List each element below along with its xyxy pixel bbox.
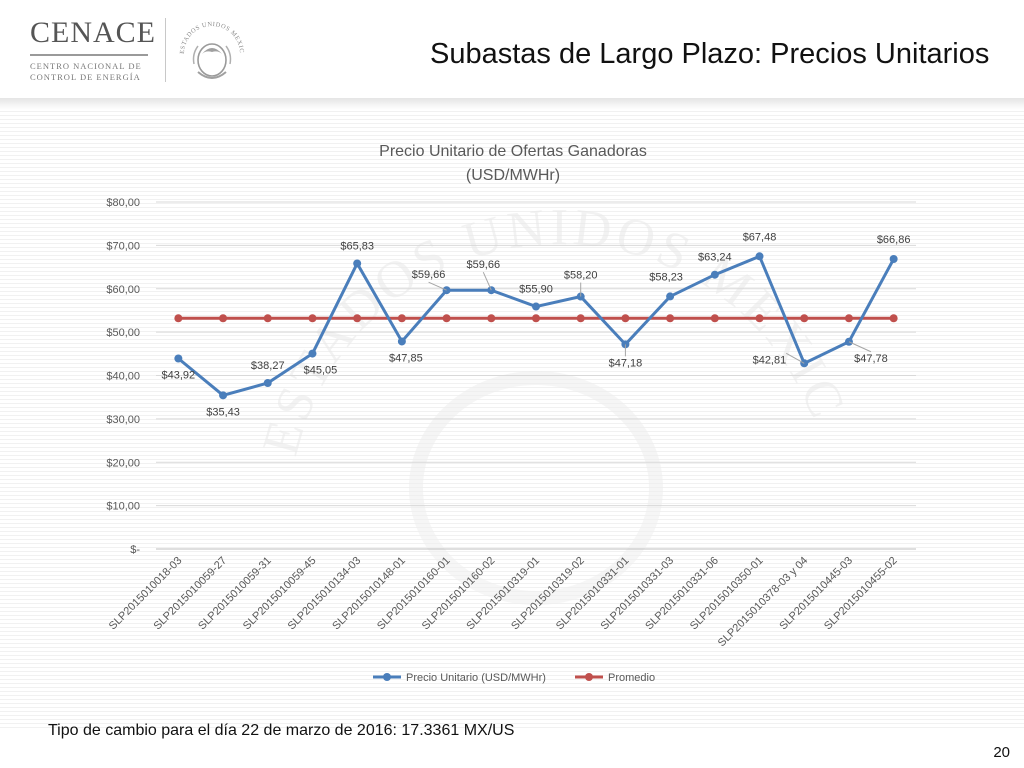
- legend-label-precio: Precio Unitario (USD/MWHr): [406, 672, 546, 684]
- lined-background: [0, 108, 1024, 728]
- data-label: $63,24: [698, 252, 732, 264]
- logo-rule: [30, 54, 148, 56]
- mexico-seal-icon: ESTADOS UNIDOS MEXICANOS: [172, 14, 245, 79]
- chart-subtitle: (USD/MWHr): [466, 167, 560, 184]
- promedio-point: [800, 314, 809, 323]
- promedio-point: [755, 314, 764, 323]
- x-tick-label: SLP2015010018-03: [107, 555, 185, 633]
- data-label: $47,18: [609, 357, 643, 369]
- data-label: $59,66: [412, 269, 446, 281]
- leader-line: [482, 272, 492, 291]
- data-label: $45,05: [304, 365, 338, 377]
- precio-point: [353, 259, 362, 268]
- data-label: $55,90: [519, 284, 553, 296]
- page-number: 20: [993, 744, 1010, 761]
- precio-point: [263, 379, 272, 388]
- header-shadow: [0, 98, 1024, 110]
- leader-line: [785, 352, 805, 364]
- promedio-point: [263, 314, 272, 323]
- cenace-logo: CENACE CENTRO NACIONAL DE CONTROL DE ENE…: [30, 18, 160, 83]
- y-tick-label: $50,00: [106, 327, 140, 339]
- data-label: $58,23: [649, 271, 683, 283]
- data-label: $47,78: [854, 353, 888, 365]
- promedio-point: [844, 314, 853, 323]
- data-label: $43,92: [162, 369, 196, 381]
- y-tick-label: $80,00: [106, 197, 140, 209]
- promedio-point: [353, 314, 362, 323]
- promedio-point: [487, 314, 496, 323]
- logo-divider: [165, 18, 166, 82]
- data-label: $65,83: [340, 240, 374, 252]
- y-tick-label: $-: [130, 544, 140, 556]
- leader-line: [848, 341, 872, 353]
- promedio-point: [442, 314, 451, 323]
- data-label: $47,85: [389, 352, 423, 364]
- promedio-point: [710, 314, 719, 323]
- data-label: $59,66: [466, 259, 500, 271]
- precio-point: [755, 252, 764, 261]
- promedio-point: [174, 314, 183, 323]
- data-label: $66,86: [877, 234, 911, 246]
- promedio-point: [308, 314, 317, 323]
- y-tick-label: $30,00: [106, 414, 140, 426]
- line-chart: ESTADOS UNIDOS MEXICANOS Precio Unitario…: [96, 128, 916, 684]
- y-tick-label: $10,00: [106, 501, 140, 513]
- page-title: Subastas de Largo Plazo: Precios Unitari…: [430, 38, 990, 70]
- precio-point: [308, 349, 317, 358]
- promedio-point: [666, 314, 675, 323]
- exchange-rate-note: Tipo de cambio para el día 22 de marzo d…: [48, 722, 515, 739]
- y-tick-label: $70,00: [106, 240, 140, 252]
- legend-marker-precio: [383, 673, 391, 681]
- y-tick-label: $40,00: [106, 371, 140, 383]
- logo-line1: CENTRO NACIONAL DE: [30, 61, 142, 71]
- promedio-point: [576, 314, 585, 323]
- data-label: $42,81: [753, 354, 787, 366]
- chart-title: Precio Unitario de Ofertas Ganadoras: [379, 143, 647, 160]
- legend-marker-promedio: [585, 673, 593, 681]
- precio-point: [889, 254, 898, 263]
- logo-name: CENACE: [30, 16, 156, 49]
- promedio-point: [889, 314, 898, 323]
- promedio-point: [219, 314, 228, 323]
- x-tick-label: SLP2015010378-03 y 04: [716, 555, 811, 650]
- data-label: $58,20: [564, 270, 598, 282]
- logo-line2: CONTROL DE ENERGÍA: [30, 72, 141, 82]
- promedio-point: [397, 314, 406, 323]
- precio-point: [666, 292, 675, 301]
- precio-point: [174, 354, 183, 363]
- watermark-seal: ESTADOS UNIDOS MEXICANOS: [96, 128, 853, 605]
- data-label: $38,27: [251, 360, 285, 372]
- y-tick-label: $20,00: [106, 457, 140, 469]
- data-label: $67,48: [743, 231, 777, 243]
- svg-text:ESTADOS UNIDOS MEXICANOS: ESTADOS UNIDOS MEXICANOS: [172, 14, 245, 54]
- precio-point: [219, 391, 228, 400]
- promedio-point: [621, 314, 630, 323]
- legend-label-promedio: Promedio: [608, 672, 655, 684]
- leader-line: [428, 281, 447, 291]
- data-label: $35,43: [206, 406, 240, 418]
- precio-point: [397, 337, 406, 346]
- promedio-point: [532, 314, 540, 323]
- slide-header: CENACE CENTRO NACIONAL DE CONTROL DE ENE…: [0, 0, 1024, 100]
- y-tick-label: $60,00: [106, 284, 140, 296]
- precio-point: [800, 359, 809, 368]
- precio-point: [710, 270, 719, 279]
- precio-point: [532, 302, 540, 311]
